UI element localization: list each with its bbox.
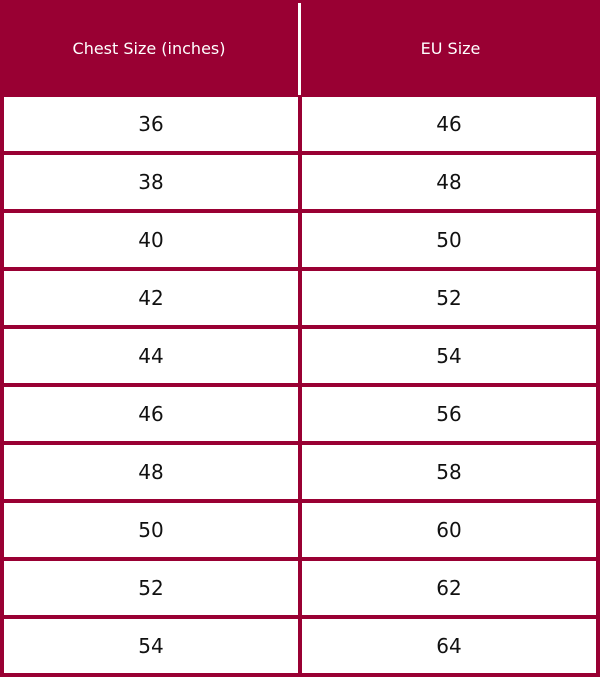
chest-size-cell: 44 <box>4 329 298 383</box>
eu-size-cell: 56 <box>302 387 596 441</box>
chest-size-cell: 46 <box>4 387 298 441</box>
chest-size-cell: 38 <box>4 155 298 209</box>
table-row: 52 62 <box>0 560 600 618</box>
chest-size-cell: 42 <box>4 271 298 325</box>
header-divider <box>298 3 301 95</box>
header-chest-size: Chest Size (inches) <box>72 38 226 58</box>
header-eu-size: EU Size <box>420 38 481 58</box>
table-row: 42 52 <box>0 270 600 328</box>
table-row: 44 54 <box>0 328 600 386</box>
chest-size-cell: 50 <box>4 503 298 557</box>
eu-size-cell: 52 <box>302 271 596 325</box>
eu-size-cell: 58 <box>302 445 596 499</box>
table-row: 38 48 <box>0 154 600 212</box>
table-row: 54 64 <box>0 618 600 676</box>
chest-size-cell: 48 <box>4 445 298 499</box>
chest-size-cell: 40 <box>4 213 298 267</box>
table-row: 36 46 <box>0 96 600 154</box>
table-row: 46 56 <box>0 386 600 444</box>
eu-size-cell: 60 <box>302 503 596 557</box>
eu-size-cell: 54 <box>302 329 596 383</box>
table-row: 48 58 <box>0 444 600 502</box>
chest-size-cell: 54 <box>4 619 298 673</box>
eu-size-cell: 48 <box>302 155 596 209</box>
eu-size-cell: 62 <box>302 561 596 615</box>
chest-size-cell: 52 <box>4 561 298 615</box>
eu-size-cell: 46 <box>302 97 596 151</box>
eu-size-cell: 50 <box>302 213 596 267</box>
table-row: 50 60 <box>0 502 600 560</box>
chest-size-cell: 36 <box>4 97 298 151</box>
eu-size-cell: 64 <box>302 619 596 673</box>
table-row: 40 50 <box>0 212 600 270</box>
